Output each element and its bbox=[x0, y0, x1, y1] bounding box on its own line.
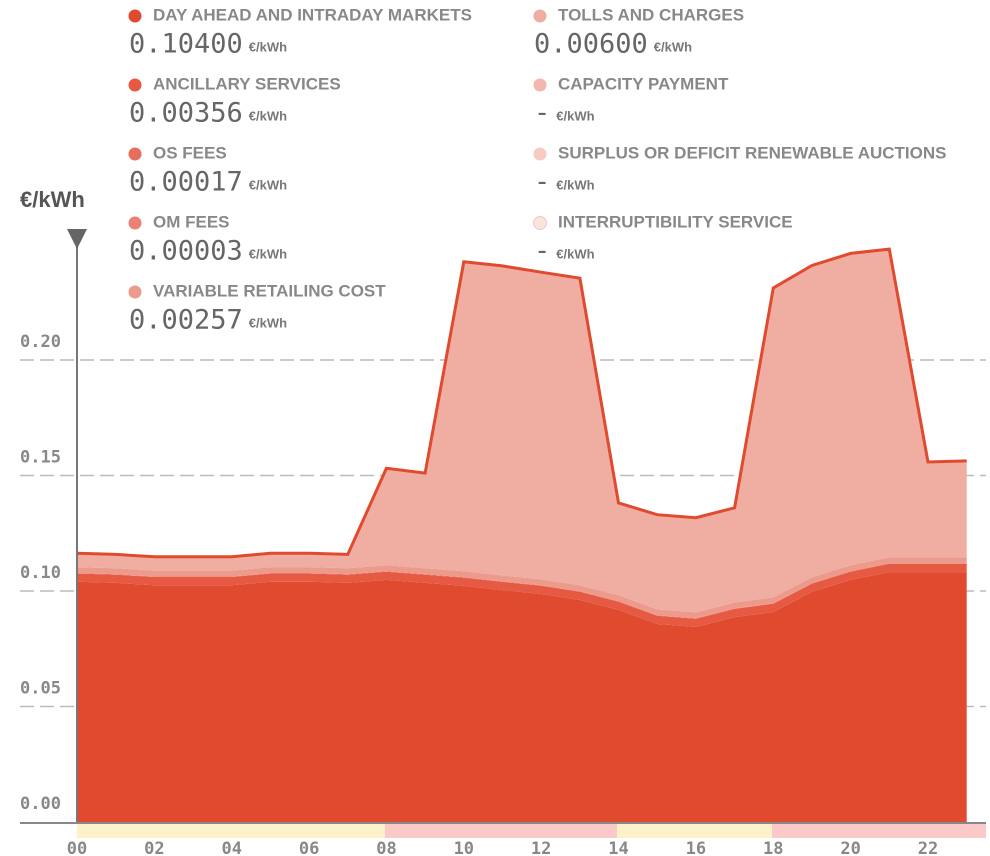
legend-readout: 0.00017 bbox=[129, 167, 243, 198]
x-tick-label: 20 bbox=[840, 839, 860, 856]
period-band bbox=[772, 824, 986, 838]
legend-label: CAPACITY PAYMENT bbox=[558, 74, 729, 93]
legend-unit: €/kWh bbox=[654, 39, 692, 54]
legend-unit: €/kWh bbox=[249, 39, 287, 54]
legend-readout: 0.10400 bbox=[129, 29, 243, 60]
legend-swatch bbox=[128, 147, 142, 161]
x-tick-label: 22 bbox=[918, 839, 938, 856]
x-tick-label: 06 bbox=[299, 839, 319, 856]
legend-label: SURPLUS OR DEFICIT RENEWABLE AUCTIONS bbox=[558, 143, 947, 162]
legend-readout: 0.00600 bbox=[534, 29, 648, 60]
y-axis-arrow bbox=[67, 229, 87, 249]
x-tick-label: 16 bbox=[686, 839, 706, 856]
x-tick-label: 12 bbox=[531, 839, 551, 856]
legend-swatch bbox=[533, 147, 547, 161]
legend-unit: €/kWh bbox=[249, 246, 287, 261]
x-tick-label: 02 bbox=[144, 839, 164, 856]
legend-readout: - bbox=[534, 167, 550, 198]
x-tick-label: 08 bbox=[376, 839, 396, 856]
legend-unit: €/kWh bbox=[249, 108, 287, 123]
x-tick-label: 10 bbox=[454, 839, 474, 856]
legend-label: VARIABLE RETAILING COST bbox=[153, 281, 386, 300]
legend-swatch bbox=[128, 78, 142, 92]
legend-unit: €/kWh bbox=[249, 315, 287, 330]
y-tick-label: 0.15 bbox=[20, 448, 61, 468]
legend-readout: 0.00356 bbox=[129, 98, 243, 129]
period-band bbox=[385, 824, 617, 838]
legend-readout: 0.00257 bbox=[129, 305, 243, 336]
legend-unit: €/kWh bbox=[249, 177, 287, 192]
legend-label: INTERRUPTIBILITY SERVICE bbox=[558, 212, 793, 231]
y-tick-label: 0.00 bbox=[20, 794, 61, 814]
legend-readout: 0.00003 bbox=[129, 236, 243, 267]
legend-label: OM FEES bbox=[153, 212, 230, 231]
legend-unit: €/kWh bbox=[556, 177, 594, 192]
legend-label: DAY AHEAD AND INTRADAY MARKETS bbox=[153, 5, 472, 24]
y-axis-title: €/kWh bbox=[20, 187, 85, 212]
y-tick-label: 0.10 bbox=[20, 563, 61, 583]
area-outline bbox=[76, 247, 967, 559]
x-tick-label: 04 bbox=[221, 839, 241, 856]
legend-label: TOLLS AND CHARGES bbox=[558, 5, 744, 24]
legend-swatch bbox=[128, 216, 142, 230]
legend-unit: €/kWh bbox=[556, 108, 594, 123]
legend-swatch bbox=[533, 78, 547, 92]
legend-unit: €/kWh bbox=[556, 246, 594, 261]
legend-label: OS FEES bbox=[153, 143, 227, 162]
y-tick-label: 0.20 bbox=[20, 332, 61, 352]
area bbox=[77, 557, 967, 619]
legend-readout: - bbox=[534, 236, 550, 267]
x-tick-label: 18 bbox=[763, 839, 783, 856]
y-tick-label: 0.05 bbox=[20, 679, 61, 699]
period-band bbox=[617, 824, 772, 838]
legend-swatch bbox=[533, 9, 547, 23]
x-tick-label: 14 bbox=[608, 839, 628, 856]
x-tick-label: 00 bbox=[67, 839, 87, 856]
period-band bbox=[77, 824, 385, 838]
legend-readout: - bbox=[534, 98, 550, 129]
area bbox=[77, 563, 967, 627]
legend-swatch bbox=[128, 285, 142, 299]
area bbox=[77, 572, 967, 822]
legend-swatch bbox=[128, 9, 142, 23]
legend-label: ANCILLARY SERVICES bbox=[153, 74, 341, 93]
area bbox=[77, 249, 967, 613]
legend-swatch bbox=[533, 216, 547, 230]
